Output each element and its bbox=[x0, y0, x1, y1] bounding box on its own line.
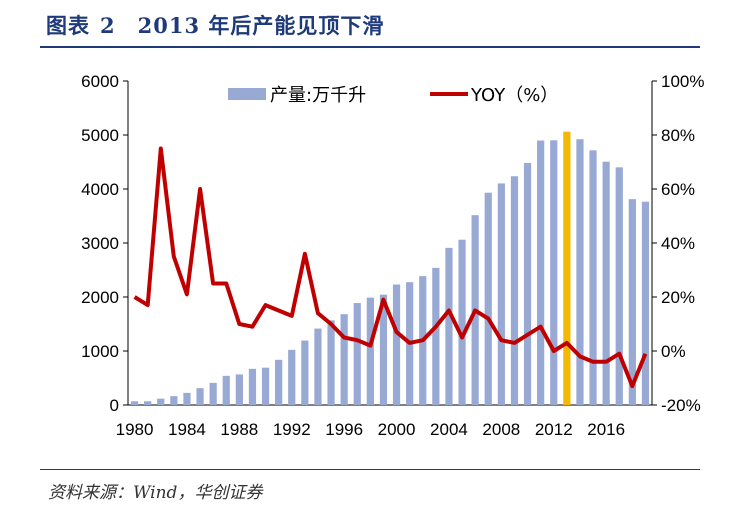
bar-series bbox=[130, 131, 650, 406]
x-axis-ticks: 1980 1984 1988 1992 1996 2000 2004 2008 2012 2016 bbox=[116, 420, 625, 439]
figure-number: 2 bbox=[100, 13, 116, 38]
left-axis-ticks: 0 1000 2000 3000 4000 5000 6000 bbox=[81, 72, 128, 415]
bar-1984 bbox=[183, 392, 191, 405]
bar-1986 bbox=[209, 382, 217, 405]
line-series bbox=[133, 146, 648, 389]
left-tick-label: 6000 bbox=[81, 72, 119, 91]
x-tick-label: 1988 bbox=[220, 420, 258, 439]
bar-2007 bbox=[484, 192, 492, 405]
figure-label: 图表 bbox=[46, 13, 90, 38]
left-tick-label: 3000 bbox=[81, 234, 119, 253]
left-tick-label: 2000 bbox=[81, 288, 119, 307]
bar-2018 bbox=[628, 199, 636, 405]
bar-2008 bbox=[497, 183, 505, 405]
bar-1998 bbox=[366, 297, 374, 405]
footer-divider bbox=[40, 469, 700, 470]
bar-2003 bbox=[432, 267, 440, 405]
bar-2005 bbox=[458, 239, 466, 405]
x-tick-label: 2004 bbox=[430, 420, 468, 439]
left-tick-label: 5000 bbox=[81, 126, 119, 145]
left-tick-label: 4000 bbox=[81, 180, 119, 199]
bar-1981 bbox=[144, 401, 152, 405]
x-tick-label: 2016 bbox=[587, 420, 625, 439]
x-tick-label: 1984 bbox=[168, 420, 206, 439]
bar-1983 bbox=[170, 396, 178, 405]
bar-2004 bbox=[445, 247, 453, 405]
x-tick-label: 2000 bbox=[378, 420, 416, 439]
right-tick-label: -20% bbox=[661, 396, 701, 415]
bar-1990 bbox=[261, 367, 270, 405]
bar-2000 bbox=[392, 284, 401, 405]
x-tick-label: 1992 bbox=[273, 420, 311, 439]
bar-2015 bbox=[589, 150, 597, 405]
x-tick-label: 2012 bbox=[535, 420, 573, 439]
x-tick-label: 1980 bbox=[116, 420, 154, 439]
right-tick-label: 20% bbox=[661, 288, 695, 307]
bar-1997 bbox=[353, 303, 361, 405]
bar-2014 bbox=[576, 139, 584, 405]
right-tick-label: 60% bbox=[661, 180, 695, 199]
bar-2010 bbox=[523, 162, 532, 405]
bar-1985 bbox=[196, 388, 204, 405]
bar-1987 bbox=[222, 375, 230, 405]
source-note: 资料来源：Wind，华创证券 bbox=[48, 483, 263, 503]
right-tick-label: 40% bbox=[661, 234, 695, 253]
bar-highlight-2013 bbox=[563, 131, 571, 406]
bar-1982 bbox=[157, 398, 165, 405]
left-tick-label: 0 bbox=[110, 396, 119, 415]
bar-1989 bbox=[248, 368, 257, 405]
bar-2019 bbox=[641, 201, 650, 405]
bar-1995 bbox=[327, 320, 335, 405]
bar-2009 bbox=[510, 176, 519, 405]
x-tick-label: 2008 bbox=[482, 420, 520, 439]
bar-1991 bbox=[275, 359, 283, 405]
bar-1996 bbox=[340, 314, 348, 405]
title-divider bbox=[40, 46, 700, 48]
x-tick-label: 1996 bbox=[325, 420, 363, 439]
right-axis-ticks: -20% 0% 20% 40% 60% 80% 100% bbox=[652, 72, 704, 415]
bar-1980 bbox=[130, 401, 139, 405]
bar-1994 bbox=[314, 328, 322, 405]
bar-1988 bbox=[235, 374, 243, 405]
legend-swatch-bar bbox=[228, 88, 266, 100]
bar-1992 bbox=[288, 349, 296, 405]
legend-label-bar: 产量:万千升 bbox=[270, 85, 366, 106]
bar-2016 bbox=[602, 161, 610, 405]
legend: 产量:万千升 YOY（%） bbox=[228, 85, 558, 106]
legend-label-line: YOY（%） bbox=[470, 85, 558, 106]
figure-title: 图表 2 2013 年后产能见顶下滑 bbox=[46, 10, 384, 40]
bar-1993 bbox=[301, 340, 309, 405]
right-tick-label: 100% bbox=[661, 72, 704, 91]
figure-title-text: 2013 年后产能见顶下滑 bbox=[137, 13, 385, 38]
bar-2011 bbox=[537, 140, 545, 405]
bar-1999 bbox=[379, 294, 388, 405]
yoy-line bbox=[133, 146, 648, 389]
bar-2012 bbox=[550, 140, 558, 406]
left-tick-label: 1000 bbox=[81, 342, 119, 361]
bar-2017 bbox=[615, 167, 623, 405]
right-tick-label: 0% bbox=[661, 342, 686, 361]
right-tick-label: 80% bbox=[661, 126, 695, 145]
